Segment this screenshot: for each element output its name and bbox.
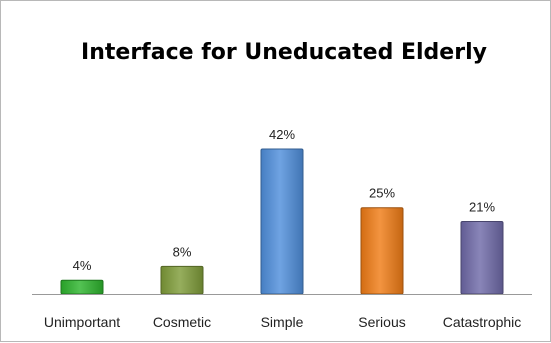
- data-label-catastrophic: 21%: [469, 200, 495, 215]
- bars-group: [60, 148, 504, 295]
- bar-serious: [360, 207, 404, 295]
- data-labels-group: 4% 8% 42% 25% 21%: [73, 127, 496, 273]
- category-label-cosmetic: Cosmetic: [153, 314, 211, 330]
- category-label-simple: Simple: [261, 314, 304, 330]
- category-label-catastrophic: Catastrophic: [443, 314, 522, 330]
- chart-title: Interface for Uneducated Elderly: [81, 40, 487, 65]
- category-label-serious: Serious: [358, 314, 405, 330]
- data-label-simple: 42%: [269, 127, 295, 142]
- bar-unimportant: [60, 279, 104, 295]
- data-label-serious: 25%: [369, 186, 395, 201]
- category-labels-group: Unimportant Cosmetic Simple Serious Catastro…: [44, 314, 521, 330]
- data-label-cosmetic: 8%: [173, 244, 192, 259]
- bar-simple: [260, 148, 304, 295]
- category-label-unimportant: Unimportant: [44, 314, 120, 330]
- data-label-unimportant: 4%: [73, 258, 92, 273]
- bar-cosmetic: [160, 265, 204, 295]
- bar-catastrophic: [460, 221, 504, 295]
